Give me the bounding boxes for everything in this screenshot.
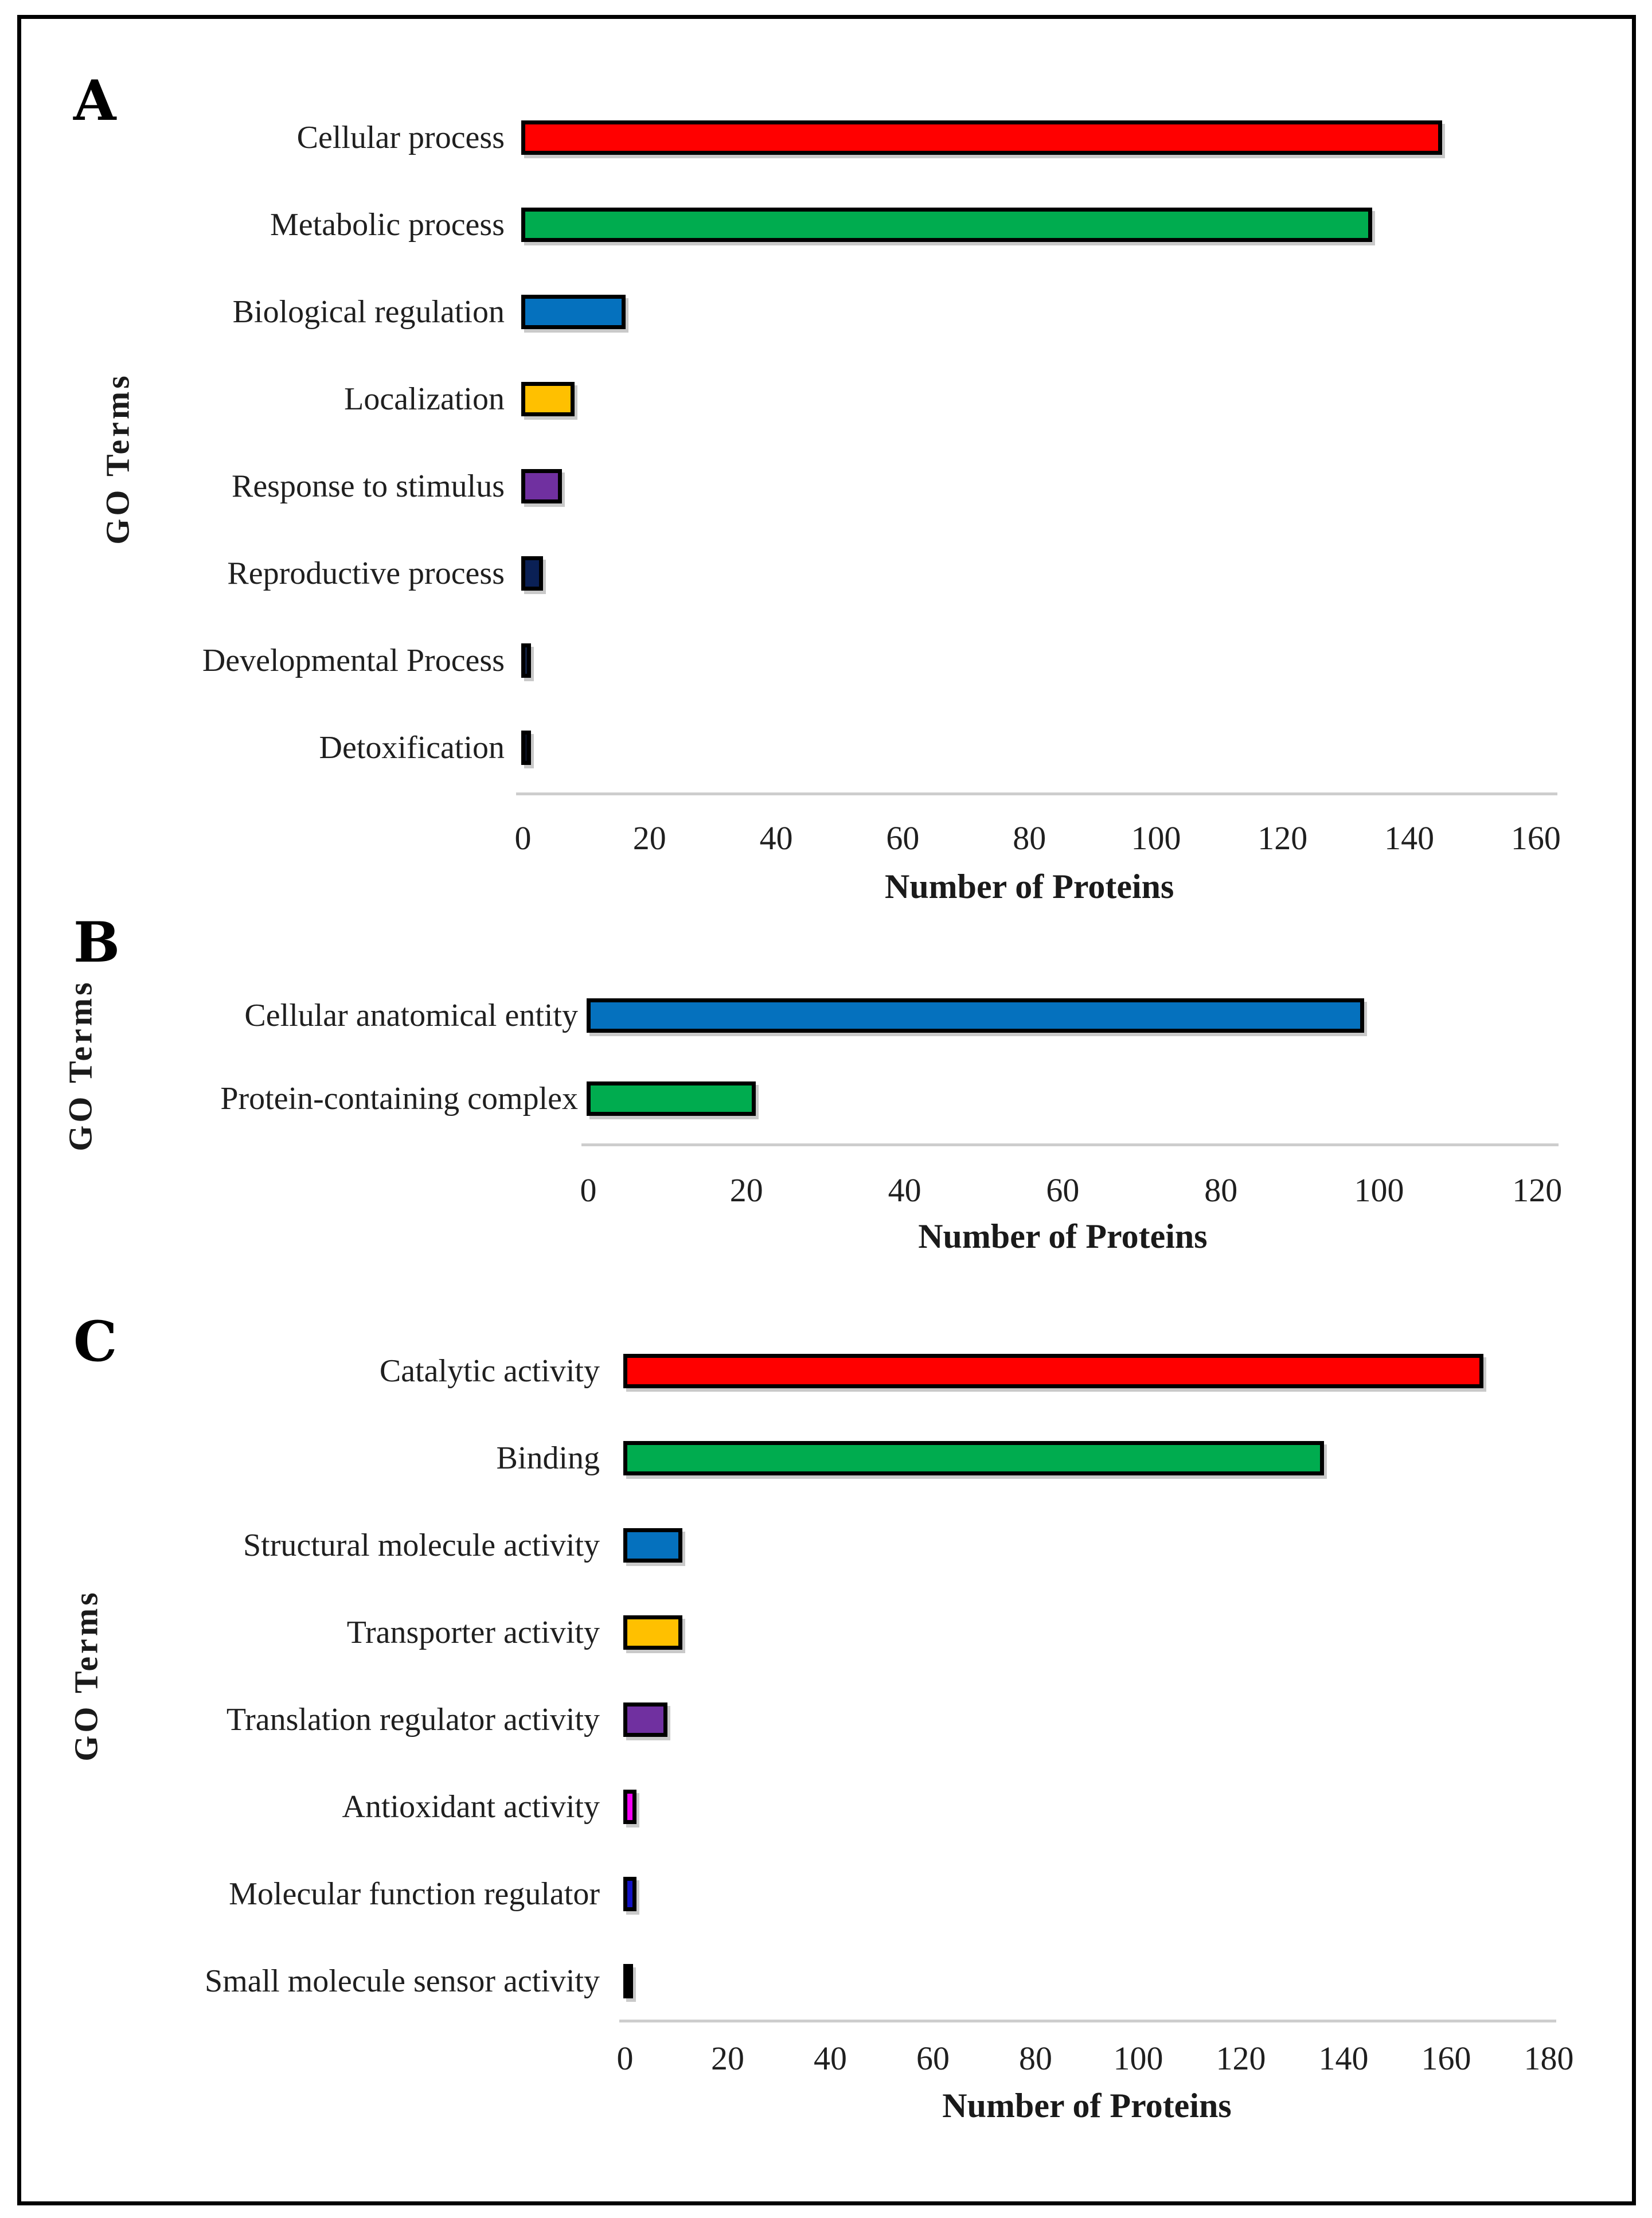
x-axis-line — [516, 792, 1557, 795]
panel-letter: B — [73, 910, 120, 975]
x-tick-label: 100 — [1113, 2040, 1163, 2077]
bar-molecular-function-regulator — [623, 1877, 636, 1911]
panel-letter: C — [73, 1309, 118, 1374]
bar-label: Developmental Process — [202, 643, 505, 678]
x-tick-label: 120 — [1257, 819, 1308, 857]
x-tick-label: 180 — [1524, 2040, 1574, 2077]
x-tick-label: 80 — [1019, 2040, 1052, 2077]
bar-biological-regulation — [521, 295, 626, 329]
x-tick-label: 80 — [1204, 1172, 1238, 1209]
figure-frame — [17, 15, 1636, 2205]
bar-label: Binding — [496, 1440, 600, 1476]
bar-structural-molecule-activity — [623, 1528, 683, 1563]
bar-detoxification — [521, 731, 531, 765]
bar-label: Antioxidant activity — [342, 1789, 600, 1825]
x-tick-label: 140 — [1318, 2040, 1369, 2077]
x-tick-label: 60 — [1046, 1172, 1080, 1209]
bar-small-molecule-sensor-activity — [623, 1964, 633, 1998]
x-tick-label: 20 — [729, 1172, 763, 1209]
bar-catalytic-activity — [623, 1354, 1483, 1388]
x-axis-line — [619, 2020, 1556, 2022]
panel-letter: A — [73, 68, 116, 133]
bar-cellular-process — [521, 120, 1442, 155]
x-tick-label: 160 — [1421, 2040, 1471, 2077]
bar-label: Metabolic process — [270, 207, 505, 243]
bar-localization — [521, 382, 575, 416]
bar-binding — [623, 1441, 1325, 1475]
bar-label: Detoxification — [319, 730, 505, 766]
bar-label: Response to stimulus — [231, 468, 505, 504]
bar-label: Catalytic activity — [379, 1353, 600, 1389]
bar-antioxidant-activity — [623, 1790, 636, 1824]
bar-label: Structural molecule activity — [243, 1528, 600, 1563]
bar-transporter-activity — [623, 1615, 683, 1650]
bar-label: Small molecule sensor activity — [205, 1963, 600, 1999]
x-axis-title: Number of Proteins — [884, 868, 1174, 905]
bar-cellular-anatomical-entity — [587, 998, 1365, 1033]
bar-label: Biological regulation — [232, 294, 505, 330]
x-tick-label: 40 — [759, 819, 793, 857]
bar-label: Cellular process — [296, 120, 505, 155]
x-tick-label: 0 — [514, 819, 532, 857]
x-tick-label: 60 — [916, 2040, 950, 2077]
x-tick-label: 60 — [886, 819, 920, 857]
bar-metabolic-process — [521, 208, 1373, 242]
x-tick-label: 100 — [1131, 819, 1181, 857]
bar-label: Reproductive process — [227, 556, 505, 591]
bar-response-to-stimulus — [521, 469, 563, 503]
x-tick-label: 80 — [1013, 819, 1046, 857]
bar-label: Molecular function regulator — [229, 1876, 600, 1912]
bar-label: Translation regulator activity — [226, 1702, 600, 1737]
bar-reproductive-process — [521, 556, 544, 591]
x-tick-label: 0 — [580, 1172, 597, 1209]
x-tick-label: 40 — [888, 1172, 921, 1209]
x-tick-label: 120 — [1512, 1172, 1563, 1209]
x-tick-label: 0 — [616, 2040, 634, 2077]
bar-translation-regulator-activity — [623, 1702, 667, 1737]
bar-label: Protein-containing complex — [220, 1081, 578, 1116]
x-tick-label: 20 — [632, 819, 666, 857]
bar-label: Localization — [344, 381, 505, 417]
x-tick-label: 140 — [1384, 819, 1435, 857]
x-tick-label: 160 — [1510, 819, 1561, 857]
x-axis-title: Number of Proteins — [918, 1217, 1208, 1255]
bar-protein-containing-complex — [587, 1081, 756, 1116]
x-tick-label: 40 — [814, 2040, 847, 2077]
x-tick-label: 100 — [1354, 1172, 1404, 1209]
bar-developmental-process — [521, 643, 531, 678]
x-axis-line — [581, 1143, 1559, 1146]
bar-label: Cellular anatomical entity — [244, 998, 578, 1033]
bar-label: Transporter activity — [346, 1615, 600, 1650]
x-tick-label: 20 — [711, 2040, 744, 2077]
x-axis-title: Number of Proteins — [942, 2087, 1232, 2125]
x-tick-label: 120 — [1216, 2040, 1266, 2077]
